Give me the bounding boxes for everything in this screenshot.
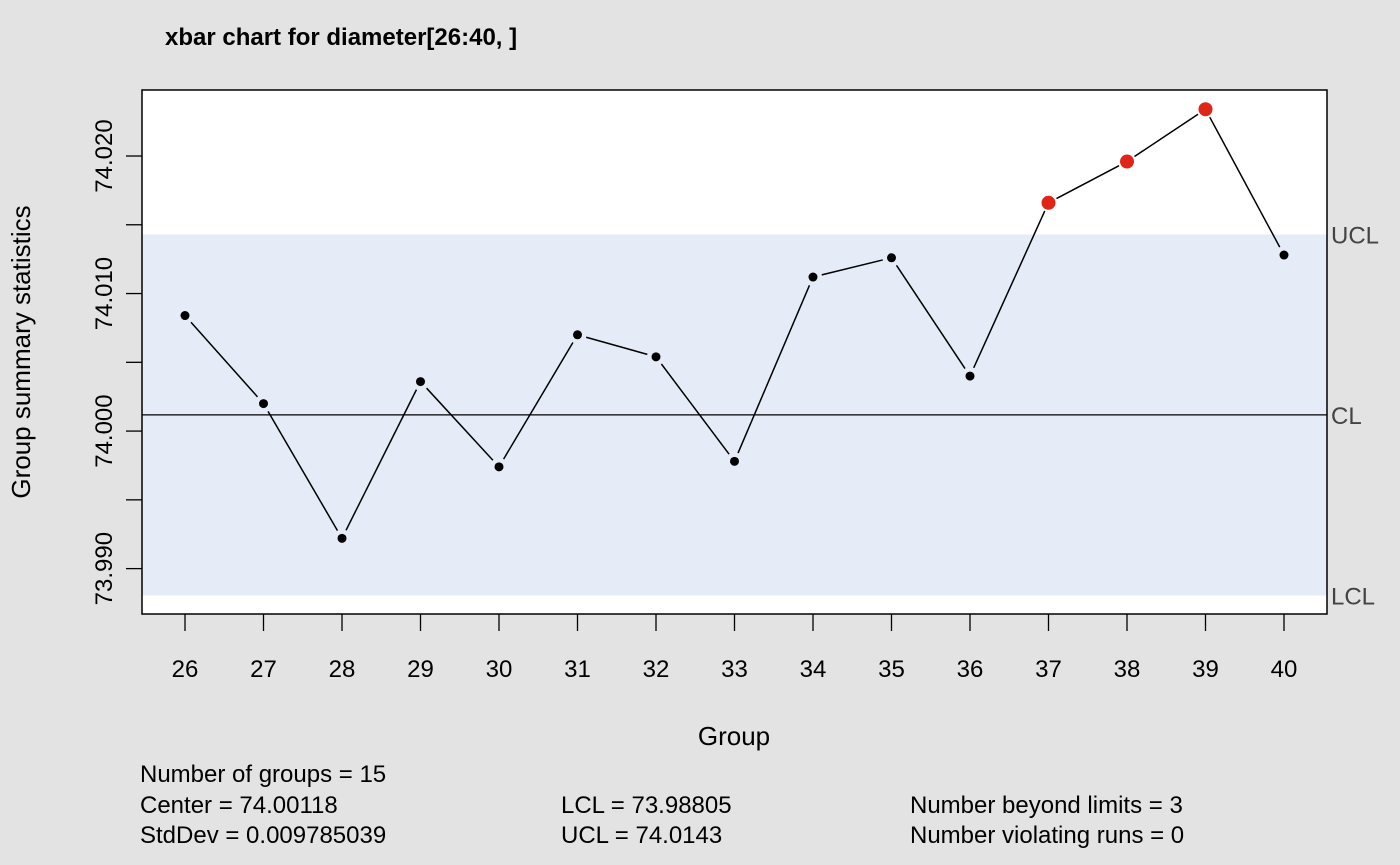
series-segment bbox=[1056, 165, 1120, 200]
x-tick-label: 27 bbox=[250, 656, 277, 683]
stat-lcl: LCL = 73.98805 bbox=[561, 792, 732, 819]
series-segment bbox=[737, 285, 811, 454]
series-segment bbox=[190, 321, 259, 398]
x-tick-label: 35 bbox=[878, 656, 905, 683]
x-tick-label: 34 bbox=[800, 656, 827, 683]
data-point bbox=[494, 462, 504, 472]
stat-beyond-limits: Number beyond limits = 3 bbox=[910, 792, 1183, 819]
x-tick-label: 36 bbox=[957, 656, 984, 683]
series-segment bbox=[267, 410, 339, 531]
series-segment bbox=[660, 363, 730, 455]
y-tick-label: 74.020 bbox=[91, 119, 118, 192]
data-point bbox=[887, 253, 896, 263]
data-point bbox=[337, 533, 347, 543]
data-point bbox=[808, 272, 818, 282]
stat-number-of-groups: Number of groups = 15 bbox=[140, 761, 387, 788]
data-point bbox=[416, 377, 425, 387]
y-tick-label: 74.010 bbox=[91, 257, 118, 330]
data-point bbox=[1279, 250, 1289, 260]
series-segment bbox=[973, 210, 1046, 369]
series-segment bbox=[1209, 116, 1281, 248]
x-tick-label: 39 bbox=[1192, 656, 1219, 683]
data-point bbox=[651, 352, 661, 362]
x-tick-label: 37 bbox=[1035, 656, 1062, 683]
series-segment bbox=[821, 259, 883, 276]
data-point bbox=[730, 456, 739, 466]
stat-ucl: UCL = 74.0143 bbox=[561, 822, 723, 849]
x-tick-label: 30 bbox=[486, 656, 513, 683]
series-segment bbox=[585, 336, 648, 356]
data-point-beyond-limits bbox=[1041, 195, 1056, 210]
x-tick-label: 28 bbox=[329, 656, 356, 683]
chart-svg: 26 27 28 29 30 31 32 33 34 35 36 37 38 39 40 73.990 74.0… bbox=[6, 24, 1379, 751]
x-tick-label: 29 bbox=[407, 656, 434, 683]
x-tick-label: 26 bbox=[172, 656, 199, 683]
cl-label: CL bbox=[1331, 403, 1362, 430]
series-segment bbox=[895, 264, 966, 369]
y-axis-label: Group summary statistics bbox=[6, 205, 36, 498]
series-segment bbox=[426, 387, 494, 461]
data-point bbox=[965, 371, 975, 381]
x-tick-label: 32 bbox=[643, 656, 670, 683]
data-point bbox=[180, 311, 190, 321]
stat-center: Center = 74.00118 bbox=[140, 792, 338, 819]
x-tick-label: 40 bbox=[1271, 656, 1298, 683]
data-point-beyond-limits bbox=[1120, 154, 1134, 169]
stat-stddev: StdDev = 0.009785039 bbox=[140, 822, 387, 849]
data-point bbox=[259, 399, 268, 409]
ucl-label: UCL bbox=[1331, 222, 1379, 249]
series-segment bbox=[345, 389, 418, 531]
stat-violating-runs: Number violating runs = 0 bbox=[910, 822, 1185, 849]
x-axis-label: Group bbox=[698, 721, 770, 751]
x-tick-label: 38 bbox=[1114, 656, 1141, 683]
data-point bbox=[573, 330, 582, 340]
series-segment bbox=[502, 342, 574, 460]
y-tick-label: 74.000 bbox=[91, 394, 118, 467]
series-segment bbox=[1134, 113, 1199, 158]
data-point-beyond-limits bbox=[1198, 102, 1213, 117]
y-tick-label: 73.990 bbox=[91, 532, 118, 605]
lcl-label: LCL bbox=[1331, 583, 1375, 610]
chart-title: xbar chart for diameter[26:40, ] bbox=[165, 24, 517, 51]
x-tick-label: 33 bbox=[721, 656, 748, 683]
x-tick-label: 31 bbox=[564, 656, 591, 683]
